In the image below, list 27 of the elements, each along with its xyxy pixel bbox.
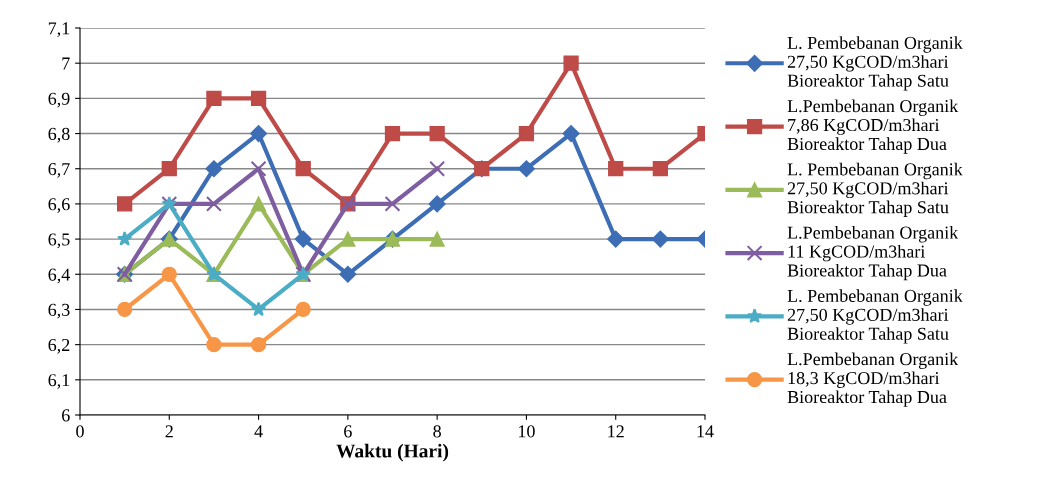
- legend-label: L. Pembebanan Organik 27,50 KgCOD/m3hari Bioreaktor Tahap Satu: [787, 162, 963, 217]
- x-tick-label: 2: [165, 425, 173, 438]
- y-tick-label: 6,5: [48, 233, 70, 249]
- x-tick-label: 0: [76, 425, 84, 438]
- x-tick-label: 8: [433, 425, 441, 438]
- y-tick-label: 7,1: [48, 22, 70, 38]
- y-tick-label: 6,1: [48, 374, 70, 389]
- y-tick-label: 6,7: [48, 163, 70, 178]
- y-tick-label: 6,3: [48, 303, 70, 319]
- y-tick-label: 6,9: [48, 92, 70, 108]
- x-axis-title: Waktu (Hari): [336, 443, 449, 462]
- x-tick-label: 12: [608, 425, 624, 438]
- x-tick-label: 14: [697, 425, 714, 438]
- legend-label: L. Pembebanan Organik 27,50 KgCOD/m3hari Bioreaktor Tahap Satu: [787, 36, 963, 91]
- y-tick-label: 6,8: [48, 127, 70, 143]
- legend-label: L.Pembebanan Organik 11 KgCOD/m3hari Bioreaktor Tahap Dua: [787, 226, 959, 281]
- legend-label: L.Pembebanan Organik 18,3 KgCOD/m3hari Bioreaktor Tahap Dua: [787, 352, 959, 407]
- y-tick-label: 6,6: [48, 198, 70, 213]
- x-tick-label: 4: [254, 425, 263, 438]
- x-tick-label: 6: [344, 425, 352, 438]
- y-tick-label: 6,4: [48, 268, 70, 284]
- y-tick-label: 7: [62, 57, 70, 70]
- legend-label: L.Pembebanan Organik 7,86 KgCOD/m3hari Bioreaktor Tahap Dua: [787, 99, 959, 154]
- legend-label: L. Pembebanan Organik 27,50 KgCOD/m3hari Bioreaktor Tahap Satu: [787, 289, 963, 344]
- y-tick-label: 6,2: [48, 338, 70, 354]
- x-tick-label: 10: [518, 425, 535, 438]
- y-tick-label: 6: [62, 409, 70, 422]
